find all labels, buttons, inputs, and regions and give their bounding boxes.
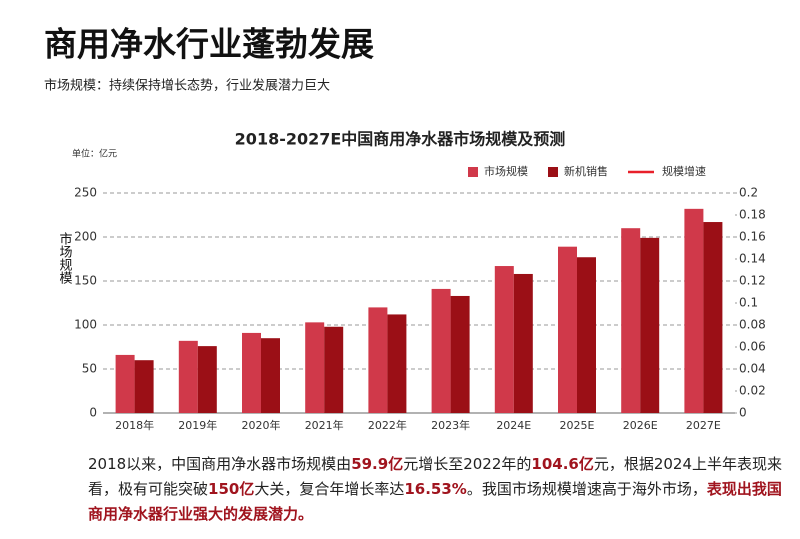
y-tick-label: 150 — [74, 274, 97, 288]
highlight-text: 104.6亿 — [531, 455, 594, 473]
y-tick-label: 0 — [89, 406, 97, 420]
unit-label: 单位：亿元 — [72, 148, 117, 160]
y2-tick-label: 0.16 — [739, 230, 766, 244]
legend-label: 规模增速 — [662, 164, 706, 178]
y2-tick-label: 0.18 — [739, 208, 766, 222]
text: 元增长至2022年的 — [403, 455, 532, 473]
text: 大关，复合年增长率达 — [254, 480, 405, 498]
x-tick-label: 2024E — [496, 419, 531, 432]
bar — [558, 246, 577, 413]
bar — [115, 354, 135, 413]
chart-title: 2018-2027E中国商用净水器市场规模及预测 — [235, 130, 566, 149]
bar — [684, 208, 704, 413]
y-tick-label: 100 — [74, 318, 97, 332]
highlight-text: 59.9亿 — [351, 455, 404, 473]
legend-swatch — [548, 167, 558, 177]
bar — [431, 288, 451, 413]
x-tick-label: 2027E — [686, 419, 721, 432]
x-tick-label: 2026E — [623, 419, 658, 432]
x-tick-label: 2022年 — [368, 418, 407, 432]
bar — [450, 295, 470, 413]
description: 2018以来，中国商用净水器市场规模由59.9亿元增长至2022年的104.6亿… — [88, 452, 788, 527]
y2-tick-label: 0.04 — [739, 362, 766, 376]
y-tick-label: 50 — [82, 362, 97, 376]
legend-swatch — [468, 167, 478, 177]
bar — [387, 314, 407, 413]
x-tick-label: 2018年 — [115, 418, 154, 432]
bar — [134, 360, 154, 413]
y2-tick-label: 0.14 — [739, 252, 766, 266]
bar — [494, 266, 514, 413]
bar — [640, 237, 660, 413]
bar — [703, 222, 723, 413]
bar — [305, 322, 325, 413]
text: 元，根据2024上半年表现来看，极有可能突破 — [88, 455, 783, 498]
bar — [513, 273, 533, 413]
text: 2018以来，中国商用净水器市场规模由 — [88, 455, 352, 473]
y-axis-label: 市场规模 — [57, 231, 73, 284]
page-subtitle: 市场规模：持续保持增长态势，行业发展潜力巨大 — [44, 78, 330, 94]
x-tick-label: 2021年 — [305, 418, 344, 432]
y2-tick-label: 0.08 — [739, 318, 766, 332]
x-tick-label: 2023年 — [431, 418, 470, 432]
legend-label: 新机销售 — [564, 164, 608, 178]
y2-tick-label: 0.02 — [739, 384, 766, 398]
chart: 商用净水行业蓬勃发展 市场规模：持续保持增长态势，行业发展潜力巨大 2018-2… — [44, 25, 766, 433]
y2-tick-label: 0.06 — [739, 340, 766, 354]
y2-tick-label: 0.12 — [739, 274, 766, 288]
y2-tick-label: 0 — [739, 406, 747, 420]
bar — [577, 257, 596, 413]
highlight-text: 16.53% — [404, 480, 467, 498]
page-title: 商用净水行业蓬勃发展 — [44, 25, 374, 64]
legend-label: 市场规模 — [484, 164, 528, 178]
bar — [261, 338, 280, 413]
x-tick-label: 2020年 — [242, 418, 281, 432]
bar — [368, 307, 388, 413]
y2-tick-label: 0.2 — [739, 186, 758, 200]
text: 。我国市场规模增速高于海外市场， — [466, 480, 707, 498]
highlight-text: 150亿 — [208, 480, 255, 498]
y-tick-label: 250 — [74, 186, 97, 200]
x-tick-label: 2019年 — [178, 418, 217, 432]
x-tick-label: 2025E — [560, 419, 595, 432]
y-tick-label: 200 — [74, 230, 97, 244]
bar — [242, 332, 261, 413]
bar — [324, 326, 344, 413]
bar — [197, 346, 217, 413]
y2-tick-label: 0.1 — [739, 296, 758, 310]
bar — [178, 340, 198, 413]
bar — [621, 228, 641, 413]
highlight-text: 表现出我国商用净水器行业强大的发展潜力。 — [88, 480, 782, 523]
